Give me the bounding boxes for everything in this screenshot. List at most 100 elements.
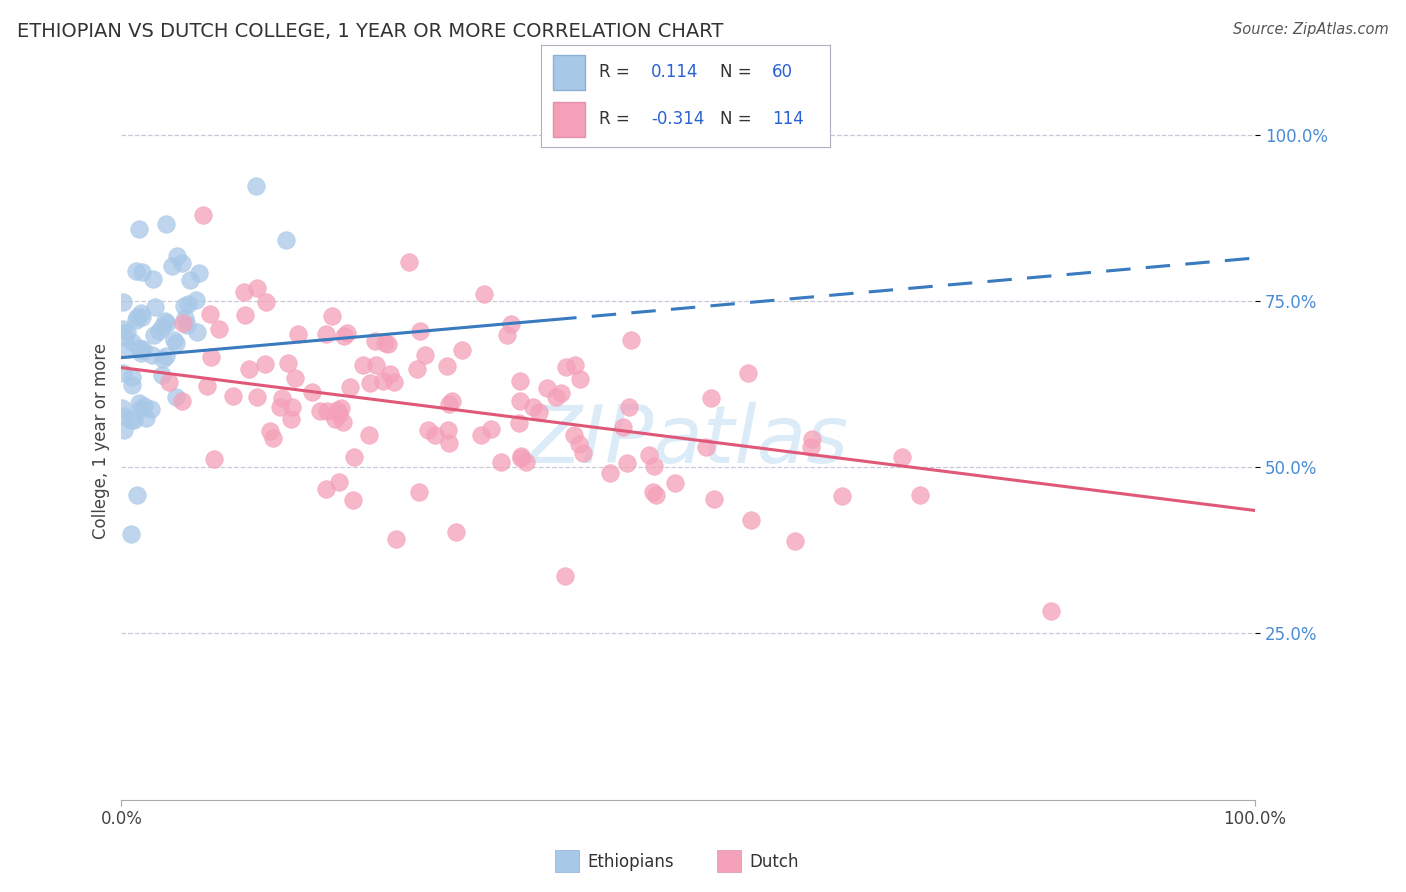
Point bbox=[336, 326, 359, 340]
Point bbox=[208, 322, 231, 336]
Point bbox=[193, 208, 215, 222]
Point bbox=[163, 333, 186, 347]
Point bbox=[128, 342, 150, 356]
Point bbox=[274, 233, 297, 247]
Point bbox=[202, 452, 225, 467]
Point bbox=[131, 343, 153, 357]
Point bbox=[315, 326, 337, 341]
Point bbox=[612, 420, 634, 434]
Point bbox=[323, 411, 346, 425]
Point bbox=[160, 259, 183, 273]
Point bbox=[246, 281, 269, 295]
Text: ZIPatlas: ZIPatlas bbox=[527, 401, 849, 480]
Point bbox=[416, 423, 439, 437]
Point bbox=[342, 493, 364, 508]
Point bbox=[374, 336, 396, 351]
Text: ETHIOPIAN VS DUTCH COLLEGE, 1 YEAR OR MORE CORRELATION CHART: ETHIOPIAN VS DUTCH COLLEGE, 1 YEAR OR MO… bbox=[17, 22, 723, 41]
Point bbox=[143, 300, 166, 314]
Point bbox=[644, 488, 666, 502]
Point bbox=[382, 375, 405, 389]
Point bbox=[800, 440, 823, 454]
Point bbox=[152, 351, 174, 366]
Point bbox=[233, 308, 256, 322]
Point bbox=[377, 337, 399, 351]
Point bbox=[437, 423, 460, 437]
Point bbox=[155, 350, 177, 364]
Point bbox=[436, 359, 458, 373]
Point bbox=[125, 263, 148, 277]
Point bbox=[326, 402, 349, 417]
Point bbox=[186, 325, 208, 339]
Point bbox=[111, 401, 134, 415]
Point bbox=[179, 273, 201, 287]
Point bbox=[572, 446, 595, 460]
Point bbox=[373, 374, 395, 388]
Point bbox=[253, 357, 276, 371]
Point bbox=[616, 456, 638, 470]
Point bbox=[184, 293, 207, 307]
Point bbox=[496, 327, 519, 342]
Point bbox=[328, 475, 350, 490]
Point bbox=[173, 299, 195, 313]
Point bbox=[332, 329, 354, 343]
Point bbox=[398, 255, 420, 269]
Point bbox=[359, 376, 381, 390]
Point bbox=[309, 404, 332, 418]
Point bbox=[643, 485, 665, 500]
Point bbox=[499, 317, 522, 331]
Point bbox=[115, 342, 138, 356]
Point bbox=[831, 489, 853, 503]
Point bbox=[198, 307, 221, 321]
Text: Ethiopians: Ethiopians bbox=[588, 853, 675, 871]
Point bbox=[343, 450, 366, 464]
Point bbox=[128, 222, 150, 236]
Point bbox=[568, 437, 591, 451]
Point bbox=[703, 492, 725, 507]
Point bbox=[125, 313, 148, 327]
Point bbox=[440, 393, 463, 408]
Bar bbox=[553, 55, 585, 90]
Point bbox=[277, 356, 299, 370]
Point bbox=[509, 375, 531, 389]
Point bbox=[176, 318, 198, 332]
Point bbox=[132, 342, 155, 356]
Point bbox=[439, 436, 461, 450]
Point bbox=[364, 359, 387, 373]
Point bbox=[330, 401, 353, 415]
Point bbox=[165, 391, 187, 405]
Bar bbox=[553, 102, 585, 137]
Point bbox=[157, 375, 180, 389]
Point bbox=[262, 431, 284, 445]
Point bbox=[200, 350, 222, 364]
Point bbox=[170, 394, 193, 409]
Point bbox=[357, 428, 380, 442]
Point bbox=[451, 343, 474, 357]
Point bbox=[339, 380, 361, 394]
Point bbox=[177, 297, 200, 311]
Point bbox=[111, 322, 134, 336]
Point bbox=[328, 408, 350, 422]
Point bbox=[408, 485, 430, 500]
Point bbox=[599, 466, 621, 480]
Point bbox=[378, 368, 401, 382]
Point bbox=[472, 287, 495, 301]
Point bbox=[120, 413, 142, 427]
Point bbox=[129, 305, 152, 319]
Point bbox=[515, 455, 537, 469]
Point bbox=[439, 397, 461, 411]
Point bbox=[155, 218, 177, 232]
Point bbox=[148, 324, 170, 338]
Point bbox=[120, 526, 142, 541]
Point bbox=[131, 265, 153, 279]
Y-axis label: College, 1 year or more: College, 1 year or more bbox=[93, 343, 110, 539]
Point bbox=[638, 448, 661, 462]
Point bbox=[508, 416, 530, 430]
Point bbox=[695, 440, 717, 454]
Point bbox=[287, 327, 309, 342]
Point bbox=[115, 325, 138, 339]
Point bbox=[281, 401, 304, 415]
Point bbox=[316, 403, 339, 417]
Point bbox=[132, 400, 155, 414]
Point bbox=[254, 294, 277, 309]
Point bbox=[509, 449, 531, 463]
